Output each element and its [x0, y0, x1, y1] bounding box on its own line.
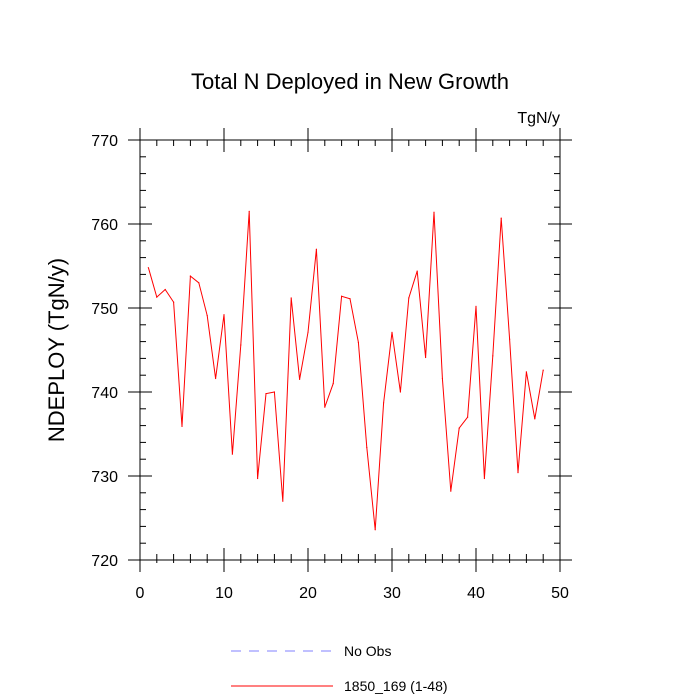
- y-tick-label: 730: [91, 469, 118, 486]
- data-point: [240, 344, 242, 346]
- data-point: [248, 210, 250, 212]
- data-point: [483, 477, 485, 480]
- data-point: [467, 416, 469, 418]
- data-point: [206, 314, 208, 317]
- series-layer: [147, 210, 544, 531]
- y-tick-label: 740: [91, 385, 118, 402]
- x-tick-label: 30: [383, 585, 401, 602]
- series-line-1: [147, 211, 544, 530]
- data-point: [416, 270, 418, 272]
- data-point: [341, 295, 343, 297]
- y-tick-label: 760: [91, 217, 118, 234]
- data-point: [299, 378, 301, 380]
- data-point: [324, 406, 326, 408]
- x-tick-label: 50: [551, 585, 569, 602]
- data-point: [215, 377, 217, 380]
- data-point: [164, 288, 166, 291]
- data-point: [265, 393, 267, 395]
- units-label: TgN/y: [517, 110, 560, 127]
- data-point: [282, 500, 284, 502]
- data-point: [231, 453, 233, 455]
- data-point: [500, 217, 502, 219]
- data-point: [173, 301, 175, 303]
- data-point: [374, 529, 376, 531]
- axis-tick-labels: 0 10 20 30 40 50 720 730 740 750 760 770: [91, 133, 569, 602]
- data-point: [425, 356, 427, 359]
- axis-ticks: [128, 128, 572, 572]
- data-point: [189, 275, 191, 277]
- x-tick-label: 0: [136, 585, 145, 602]
- data-point: [290, 297, 292, 299]
- data-point: [181, 425, 183, 428]
- data-point: [542, 369, 544, 371]
- data-point: [450, 490, 452, 492]
- y-tick-label: 770: [91, 133, 118, 150]
- data-point: [517, 472, 519, 474]
- data-point: [147, 267, 149, 269]
- data-point: [198, 282, 200, 284]
- data-point: [458, 427, 460, 429]
- data-point: [257, 477, 259, 480]
- data-point: [534, 418, 536, 420]
- x-tick-label: 20: [299, 585, 317, 602]
- data-point: [156, 296, 158, 298]
- data-point: [509, 338, 511, 340]
- data-point: [492, 355, 494, 357]
- y-tick-label: 750: [91, 301, 118, 318]
- y-axis-label: NDEPLOY (TgN/y): [44, 258, 69, 442]
- data-point: [408, 297, 410, 299]
- legend-label: 1850_169 (1-48): [344, 678, 448, 694]
- legend: No Obs 1850_169 (1-48): [231, 643, 448, 694]
- plot-area-frame: [139, 139, 561, 561]
- y-tick-label: 720: [91, 553, 118, 570]
- legend-label: No Obs: [344, 643, 391, 659]
- data-point: [383, 402, 385, 404]
- data-point: [307, 331, 309, 333]
- chart-title: Total N Deployed in New Growth: [191, 69, 509, 94]
- data-point: [315, 248, 317, 250]
- data-point: [223, 314, 225, 316]
- data-point: [475, 305, 477, 307]
- data-point: [399, 391, 401, 393]
- data-point: [525, 371, 528, 373]
- data-point: [433, 211, 435, 213]
- x-tick-label: 40: [467, 585, 485, 602]
- data-point: [332, 383, 334, 385]
- data-point: [366, 446, 368, 449]
- data-point: [391, 331, 393, 333]
- data-point: [357, 341, 359, 344]
- data-point: [441, 377, 443, 380]
- x-tick-label: 10: [215, 585, 233, 602]
- data-point: [273, 391, 275, 393]
- data-point: [349, 298, 351, 300]
